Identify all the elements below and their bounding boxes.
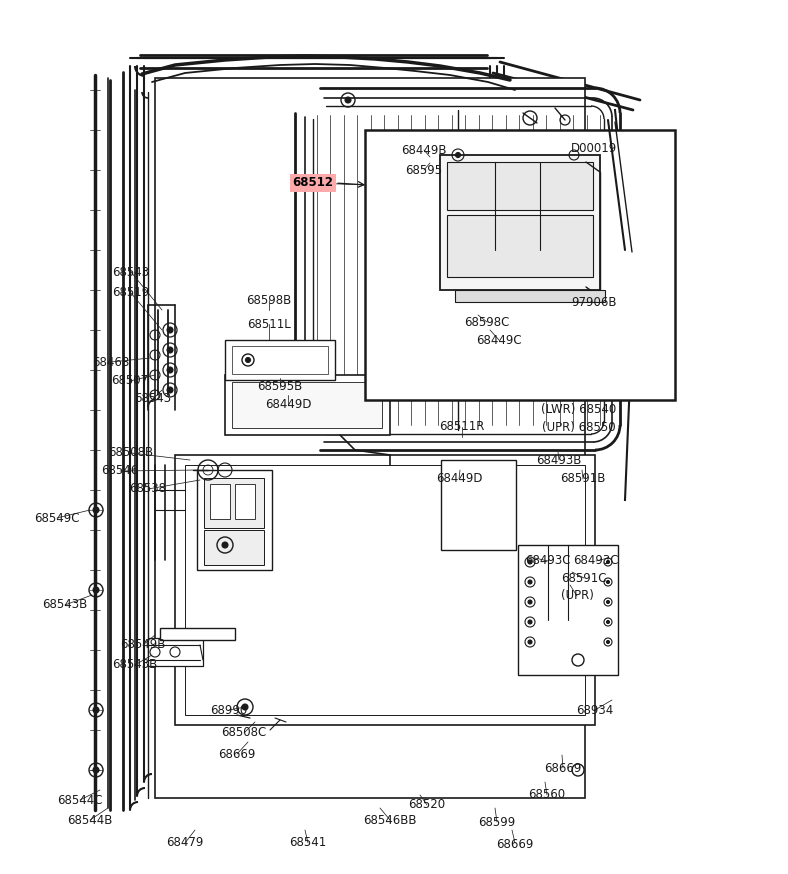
Text: 68511L: 68511L [247,317,291,330]
Text: 68669: 68669 [545,761,582,774]
Bar [210,484,230,519]
Text: 68449D: 68449D [436,473,482,485]
Bar [225,375,390,435]
Text: 68543B: 68543B [43,599,87,612]
Bar [518,545,618,675]
Circle shape [246,357,251,363]
Bar [204,478,264,528]
Bar [197,470,272,570]
Text: 68468: 68468 [92,356,129,369]
Circle shape [167,367,173,373]
Text: 68493C: 68493C [573,554,619,567]
Bar [175,455,595,725]
Circle shape [167,387,173,393]
Circle shape [607,641,609,643]
Text: 68591C: 68591C [561,572,607,585]
Text: 68507: 68507 [111,374,149,387]
Text: 68990: 68990 [210,704,247,717]
Text: 68511R: 68511R [440,420,485,434]
Circle shape [455,152,460,157]
Bar [155,78,585,798]
Circle shape [607,600,609,604]
Text: 97906B: 97906B [571,295,617,309]
Bar [225,340,335,380]
Text: 68595: 68595 [406,163,443,177]
Text: 68560: 68560 [529,788,566,801]
Text: 68508B: 68508B [109,447,154,460]
Circle shape [93,587,99,593]
Bar [232,346,328,374]
Text: 68449D: 68449D [265,399,311,412]
Text: 68591B: 68591B [560,473,606,485]
Bar [447,215,593,277]
Text: 68549B: 68549B [121,639,165,651]
Bar [441,460,516,550]
Text: 68449C: 68449C [476,334,522,346]
Text: D00019: D00019 [571,142,617,155]
Text: 68599: 68599 [478,815,515,829]
Text: 68541: 68541 [289,836,326,850]
Bar [204,530,264,565]
Bar [148,638,203,666]
Bar [185,465,585,715]
Text: 68538: 68538 [129,482,166,496]
Circle shape [528,580,532,584]
Text: 68493C: 68493C [526,554,571,567]
Circle shape [345,97,351,103]
Bar [365,130,675,400]
Circle shape [167,327,173,333]
Circle shape [528,560,532,564]
Text: 68544B: 68544B [67,814,113,827]
Text: 68512: 68512 [292,177,333,190]
Bar [235,484,255,519]
Bar [447,162,593,210]
Circle shape [242,704,248,710]
Circle shape [222,542,228,548]
Text: 68546: 68546 [102,464,139,477]
Text: 68934: 68934 [576,704,614,717]
Text: (UPR) 68550: (UPR) 68550 [542,420,615,434]
Text: 68543B: 68543B [113,658,158,671]
Bar [455,290,605,302]
Circle shape [607,560,609,564]
Text: 68493B: 68493B [537,454,582,467]
Text: 68595B: 68595B [258,380,303,393]
Text: 68479: 68479 [166,836,203,850]
Circle shape [93,507,99,513]
Text: (LWR) 68540: (LWR) 68540 [541,403,617,415]
Text: 68449B: 68449B [401,143,447,156]
Circle shape [528,620,532,624]
Bar [232,382,382,428]
Circle shape [167,347,173,353]
Circle shape [528,640,532,644]
Text: 68669: 68669 [218,747,255,760]
Circle shape [528,600,532,604]
Text: 68546BB: 68546BB [363,814,417,827]
Text: 68598C: 68598C [464,316,510,329]
Text: 68519: 68519 [113,287,150,300]
Text: 68549C: 68549C [34,511,80,524]
Text: 68543: 68543 [113,266,150,279]
Text: 68520: 68520 [408,799,445,811]
Circle shape [93,707,99,713]
Circle shape [607,580,609,584]
Bar [160,628,235,640]
Text: 68543: 68543 [135,392,172,406]
Text: (UPR): (UPR) [560,589,593,602]
Circle shape [607,621,609,623]
Text: 68598B: 68598B [247,294,292,307]
Text: 68544C: 68544C [58,794,102,807]
Text: 68669: 68669 [496,838,533,851]
Bar [440,155,600,290]
Text: 68508C: 68508C [221,726,266,739]
Circle shape [93,767,99,773]
